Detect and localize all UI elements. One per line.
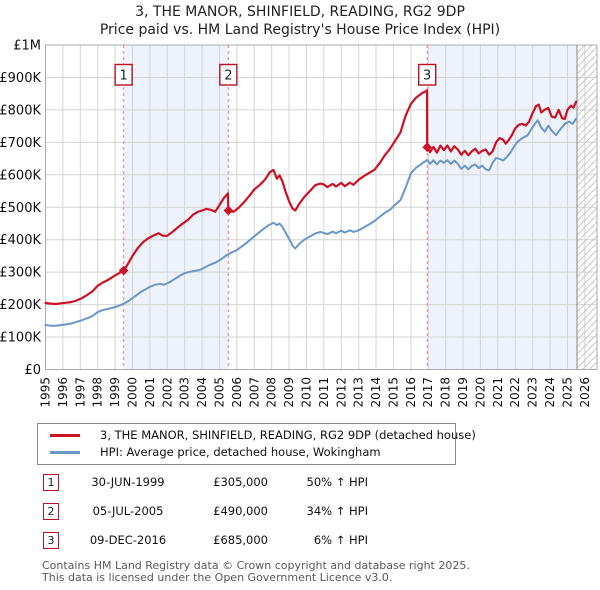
sale-price: £305,000 [213, 475, 268, 489]
x-axis-label: 2009 [282, 377, 296, 408]
future-hatch-region [576, 45, 597, 370]
sale-date: 05-JUL-2005 [92, 504, 164, 518]
price-paid-series-line [44, 89, 578, 306]
legend-label: 3, THE MANOR, SHINFIELD, READING, RG2 9D… [100, 428, 476, 442]
x-axis-label: 2014 [369, 377, 383, 408]
x-axis-label: 2000 [125, 377, 139, 408]
sale-price: £490,000 [213, 504, 268, 518]
y-axis-label: £300K [0, 266, 41, 281]
x-axis-label: 2005 [212, 377, 226, 408]
sale-hpi-delta: 34% ↑ HPI [306, 504, 368, 518]
x-axis-label: 1998 [91, 377, 105, 408]
x-axis-label: 2007 [247, 377, 261, 408]
transaction-row: 1 30-JUN-1999 £305,000 50% ↑ HPI [43, 474, 373, 492]
transaction-row: 3 09-DEC-2016 £685,000 6% ↑ HPI [43, 532, 373, 550]
y-axis-label: £0 [24, 363, 41, 378]
x-axis-label: 1995 [39, 377, 53, 408]
y-axis-label: £400K [0, 233, 41, 248]
x-axis-label: 2008 [265, 377, 279, 408]
attribution-footer: Contains HM Land Registry data © Crown c… [42, 560, 470, 583]
x-axis-label: 1999 [108, 377, 122, 408]
sale-label-box [418, 63, 437, 86]
sale-number-badge: 2 [43, 503, 59, 520]
x-axis-label: 2021 [491, 377, 505, 408]
x-axis-label: 2002 [160, 377, 174, 408]
x-axis-label: 1997 [73, 377, 87, 408]
y-axis-label: £800K [0, 103, 41, 118]
sale-hpi-delta: 50% ↑ HPI [306, 475, 368, 489]
x-axis-label: 2017 [421, 377, 435, 408]
transaction-row: 2 05-JUL-2005 £490,000 34% ↑ HPI [43, 503, 373, 521]
chart-legend: 3, THE MANOR, SHINFIELD, READING, RG2 9D… [37, 423, 476, 465]
sale-date: 09-DEC-2016 [89, 533, 167, 547]
attribution-line: This data is licensed under the Open Gov… [42, 570, 393, 584]
sale-date: 30-JUN-1999 [91, 475, 165, 489]
x-axis-label: 2016 [404, 377, 418, 408]
y-axis-label: £1M [13, 39, 41, 54]
y-axis-label: £600K [0, 168, 41, 183]
plot-border [45, 44, 598, 370]
x-axis-label: 2023 [526, 377, 540, 408]
legend-item-hpi: HPI: Average price, detached house, Woki… [38, 444, 455, 461]
sale-number-badge: 3 [43, 532, 59, 549]
page-title: 3, THE MANOR, SHINFIELD, READING, RG2 9D… [135, 4, 465, 20]
y-axis-label: £100K [0, 331, 41, 346]
legend-label: HPI: Average price, detached house, Woki… [100, 445, 381, 459]
sale-label-number: 3 [423, 69, 431, 84]
x-axis-label: 2011 [317, 377, 331, 408]
sale-point-marker [223, 205, 234, 216]
sale-price: £685,000 [213, 533, 268, 547]
hpi-series-line [44, 117, 578, 327]
sale-label-number: 2 [224, 69, 232, 84]
x-axis-label: 2025 [560, 377, 574, 408]
sale-number-badge: 1 [43, 474, 59, 491]
y-axis-label: £700K [0, 136, 41, 151]
x-axis-label: 2004 [195, 377, 209, 408]
x-axis-label: 2022 [508, 377, 522, 408]
x-axis-label: 2012 [334, 377, 348, 408]
y-axis-label: £200K [0, 298, 41, 313]
x-axis-label: 2003 [178, 377, 192, 408]
x-axis-label: 1996 [56, 377, 70, 408]
price-history-chart: 1 2 3 £0 £100K £200K £300K £400K £500K £600K £700K… [0, 39, 598, 408]
x-axis-label: 2019 [456, 377, 470, 408]
x-axis-label: 2018 [439, 377, 453, 408]
page-subtitle: Price paid vs. HM Land Registry's House … [99, 22, 501, 38]
x-axis-label: 2006 [230, 377, 244, 408]
y-axis-label: £900K [0, 71, 41, 86]
sale-label-box [219, 63, 238, 86]
sale-label-number: 1 [119, 69, 127, 84]
sale-hpi-delta: 6% ↑ HPI [313, 533, 368, 547]
sale-point-marker [118, 265, 129, 276]
x-axis-label: 2015 [386, 377, 400, 408]
x-axis-label: 2013 [352, 377, 366, 408]
x-axis-label: 2020 [473, 377, 487, 408]
x-axis-label: 2024 [543, 377, 557, 408]
x-axis-label: 2001 [143, 377, 157, 408]
x-axis-label: 2010 [299, 377, 313, 408]
hpi-line-swatch [50, 451, 80, 454]
y-axis-label: £500K [0, 201, 41, 216]
x-axis-label: 2026 [578, 377, 592, 408]
price-paid-line-swatch [50, 434, 80, 437]
sale-label-box [114, 63, 133, 86]
legend-item-price-paid: 3, THE MANOR, SHINFIELD, READING, RG2 9D… [38, 427, 476, 444]
attribution-line: Contains HM Land Registry data © Crown c… [42, 559, 470, 572]
sale-point-marker [422, 142, 433, 153]
